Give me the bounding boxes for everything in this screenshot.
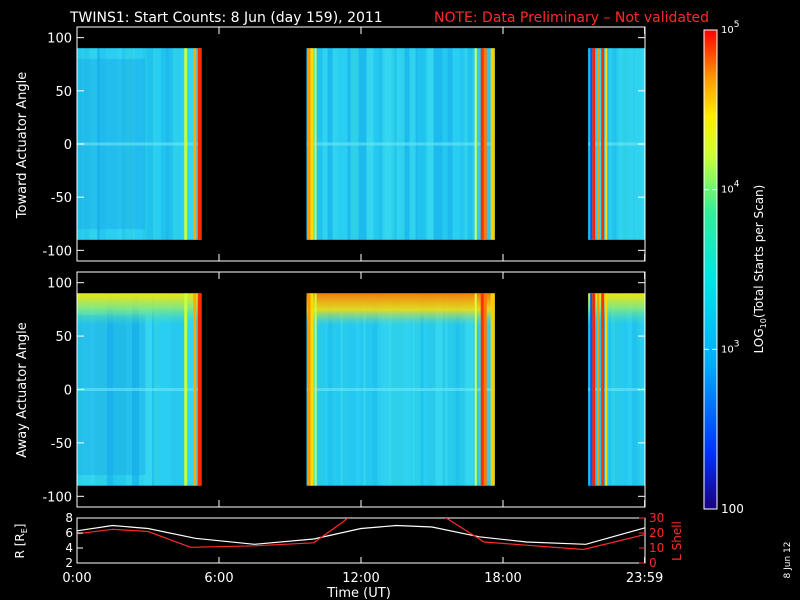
away-top-band bbox=[77, 293, 202, 327]
toward-hot-stripe bbox=[314, 48, 317, 240]
r-series-line bbox=[77, 524, 645, 545]
toward-hot-stripe bbox=[605, 48, 608, 240]
toward-ytick-label: 0 bbox=[64, 138, 72, 153]
toward-zero-band bbox=[77, 142, 202, 146]
colorbar-tick-label: 105 bbox=[721, 20, 739, 36]
colorbar-tick-label: 103 bbox=[721, 339, 739, 355]
lshell-ytick-label: 30 bbox=[649, 511, 664, 525]
time-xtick-label: 18:00 bbox=[484, 571, 521, 586]
toward-heatmap-panel: -100 -50 0 50 100 bbox=[42, 26, 646, 262]
away-hot-stripe bbox=[597, 293, 600, 486]
toward-ylabel: Toward Actuator Angle bbox=[15, 72, 30, 219]
colorbar-label: LOG10(Total Starts per Scan) bbox=[752, 185, 768, 354]
away-hot-stripe bbox=[197, 293, 202, 486]
colorbar-label-post: (Total Starts per Scan) bbox=[752, 185, 766, 319]
lshell-ytick-label: 10 bbox=[649, 541, 664, 555]
away-hot-stripe bbox=[490, 293, 495, 486]
toward-zero-band bbox=[306, 142, 495, 146]
away-top-band bbox=[306, 293, 495, 327]
time-axis-label: Time (UT) bbox=[326, 586, 391, 600]
toward-hot-stripe bbox=[601, 48, 605, 240]
away-hot-stripe bbox=[483, 293, 487, 486]
toward-hot-stripe bbox=[490, 48, 495, 240]
r-ytick-label: 8 bbox=[65, 511, 73, 525]
away-hot-stripe bbox=[314, 293, 317, 486]
chart-title: TWINS1: Start Counts: 8 Jun (day 159), 2… bbox=[69, 10, 383, 26]
toward-hot-stripe bbox=[184, 48, 188, 240]
away-zero-band bbox=[77, 388, 202, 391]
toward-ytick-label: -50 bbox=[51, 191, 72, 206]
preliminary-note: NOTE: Data Preliminary – Not validated bbox=[434, 10, 709, 26]
toward-hot-stripe bbox=[590, 48, 593, 240]
away-ytick-label: -100 bbox=[42, 490, 72, 505]
away-hot-stripe bbox=[193, 293, 197, 486]
lshell-ytick-label: 0 bbox=[649, 556, 657, 570]
away-hot-stripe bbox=[480, 293, 484, 486]
colorbar bbox=[703, 29, 718, 510]
away-heatmap-panel: -100 -50 0 50 100 bbox=[42, 271, 646, 508]
away-top-band bbox=[588, 293, 645, 327]
lshell-ytick-label: 20 bbox=[649, 526, 664, 540]
toward-hot-stripe bbox=[307, 48, 311, 240]
toward-hot-stripe bbox=[480, 48, 484, 240]
colorbar-label-pre: LOG bbox=[752, 328, 766, 353]
toward-hot-stripe bbox=[592, 48, 596, 240]
toward-ytick-label: 100 bbox=[47, 32, 72, 47]
time-xtick-label: 12:00 bbox=[342, 571, 379, 586]
away-hot-stripe bbox=[184, 293, 188, 486]
lshell-axis-label: L Shell bbox=[670, 521, 684, 561]
time-xtick-label: 6:00 bbox=[204, 571, 233, 586]
colorbar-tick-label: 100 bbox=[721, 502, 744, 516]
toward-hot-stripe bbox=[597, 48, 600, 240]
time-xtick-label: 0:00 bbox=[62, 571, 91, 586]
away-hot-stripe bbox=[601, 293, 605, 486]
toward-hot-stripe bbox=[310, 48, 314, 240]
away-low-count-patch bbox=[77, 314, 146, 475]
away-hot-stripe bbox=[310, 293, 314, 486]
r-axis-label: R [RE] bbox=[13, 524, 29, 559]
lshell-series-line bbox=[77, 518, 645, 551]
away-zero-band bbox=[306, 388, 495, 391]
away-hot-stripe bbox=[474, 293, 477, 486]
away-hot-stripe bbox=[307, 293, 311, 486]
time-xtick-label: 23:59 bbox=[626, 571, 663, 586]
away-zero-band bbox=[588, 388, 645, 391]
toward-hot-stripe bbox=[483, 48, 487, 240]
r-ytick-label: 4 bbox=[65, 541, 73, 555]
r-axis-label-close: ] bbox=[13, 524, 27, 529]
toward-hot-stripe bbox=[197, 48, 202, 240]
away-hot-stripe bbox=[592, 293, 596, 486]
toward-zero-band bbox=[588, 142, 645, 146]
away-ytick-label: 50 bbox=[55, 330, 72, 345]
away-hot-stripe bbox=[605, 293, 608, 486]
toward-hot-stripe bbox=[474, 48, 477, 240]
colorbar-label-sub: 10 bbox=[759, 318, 768, 328]
away-ytick-label: 100 bbox=[47, 277, 72, 292]
r-axis-label-main: R [R bbox=[13, 533, 27, 558]
orbit-frame bbox=[76, 517, 646, 564]
away-hot-stripe bbox=[590, 293, 593, 486]
away-ytick-label: -50 bbox=[51, 437, 72, 452]
toward-hot-stripe bbox=[193, 48, 197, 240]
toward-ytick-label: 50 bbox=[55, 85, 72, 100]
away-ytick-label: 0 bbox=[64, 384, 72, 399]
colorbar-ticks: 105 104 103 100 bbox=[704, 20, 744, 516]
date-stamp: 8 Jun 12 bbox=[783, 542, 793, 579]
r-axis-label-sub: E bbox=[20, 528, 29, 533]
away-ylabel: Away Actuator Angle bbox=[15, 322, 30, 457]
toward-ytick-label: -100 bbox=[42, 244, 72, 259]
r-ytick-label: 6 bbox=[65, 526, 73, 540]
r-ytick-label: 2 bbox=[65, 556, 73, 570]
colorbar-tick-label: 104 bbox=[721, 180, 740, 196]
